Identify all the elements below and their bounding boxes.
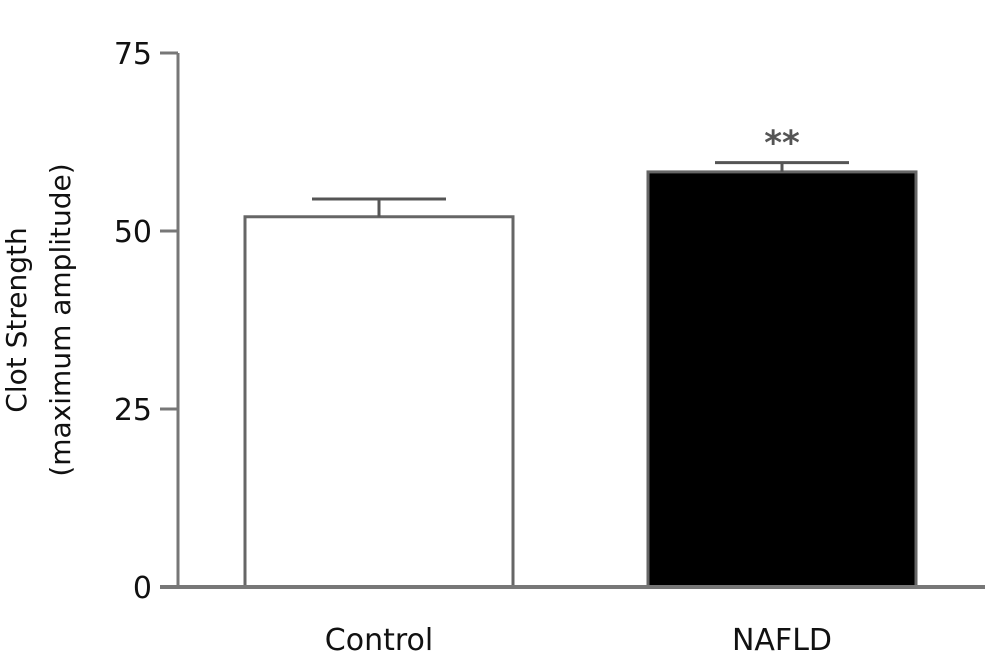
plot-area: Control ** NAFLD 0 25 50 75 [114, 37, 985, 651]
y-tick-label-0: 0 [133, 571, 152, 606]
y-axis-title: Clot Strength (maximum amplitude) [0, 163, 77, 476]
significance-marker-nafld: ** [764, 124, 800, 164]
bar-nafld [646, 170, 918, 589]
x-tick-label-control: Control [325, 623, 433, 651]
x-tick-label-nafld: NAFLD [732, 623, 832, 651]
y-tick-label-75: 75 [114, 37, 152, 72]
bar-control [243, 215, 515, 589]
y-tick-label-25: 25 [114, 393, 152, 428]
y-axis-label-line-2: (maximum amplitude) [44, 163, 77, 476]
y-axis-label-line-1: Clot Strength [0, 227, 33, 412]
y-tick-label-50: 50 [114, 215, 152, 250]
